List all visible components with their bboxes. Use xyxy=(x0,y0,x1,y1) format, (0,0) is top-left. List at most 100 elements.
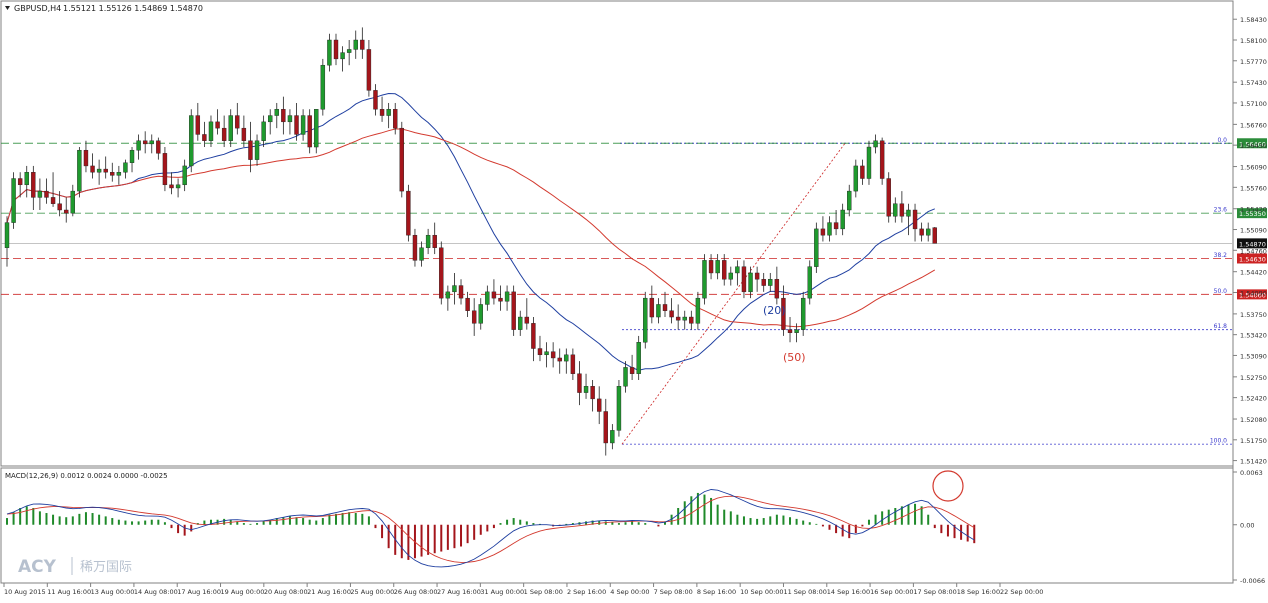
fib-price-tag xyxy=(1237,253,1267,264)
candle-body xyxy=(741,266,747,293)
candle-body xyxy=(373,90,378,110)
candle xyxy=(669,298,674,324)
candle-body xyxy=(64,209,69,214)
time-tick-label: 17 Sep 08:00 xyxy=(913,588,956,596)
candle-body xyxy=(643,297,648,343)
candle-body xyxy=(866,146,872,179)
candle-body xyxy=(491,291,497,299)
candle xyxy=(708,254,714,280)
candle xyxy=(44,178,49,204)
candle-body xyxy=(702,260,707,299)
candle xyxy=(583,373,589,399)
candle-body xyxy=(682,316,687,321)
macd-tick-label: -0.0066 xyxy=(1240,577,1265,585)
candle xyxy=(564,348,569,374)
candle-body xyxy=(320,64,326,110)
fib-price-tag xyxy=(1237,138,1267,149)
candle xyxy=(439,241,444,305)
candle xyxy=(373,84,378,116)
menu-triangle-icon[interactable] xyxy=(5,6,10,10)
candle xyxy=(50,172,56,207)
candle xyxy=(754,266,760,292)
price-tick-label: 1.53750 xyxy=(1240,311,1267,319)
candle xyxy=(241,115,247,148)
candle-body xyxy=(458,285,464,299)
candle xyxy=(123,159,128,179)
moving-averages xyxy=(6,92,936,371)
candle xyxy=(853,159,859,198)
candle xyxy=(175,178,181,198)
candle-body xyxy=(327,39,332,66)
candle xyxy=(136,134,141,160)
price-tick-label: 1.57100 xyxy=(1240,100,1267,108)
watermark-cn: 稀万国际 xyxy=(80,560,132,575)
candle-body xyxy=(629,367,635,374)
candle-body xyxy=(307,115,312,148)
candle xyxy=(781,285,786,336)
candle-body xyxy=(195,115,201,135)
candle-body xyxy=(116,172,122,176)
macd-header: MACD(12,26,9) 0.0012 0.0024 0.0000 -0.00… xyxy=(5,472,168,480)
candle-body xyxy=(886,178,891,217)
candle-body xyxy=(57,203,62,211)
candle xyxy=(695,291,701,330)
time-tick-label: 11 Aug 16:00 xyxy=(47,588,91,596)
candle xyxy=(202,121,207,148)
candle-body xyxy=(912,209,918,230)
candle-body xyxy=(425,234,431,248)
time-tick-label: 20 Aug 08:00 xyxy=(264,588,308,596)
candle xyxy=(879,137,885,185)
candle-body xyxy=(360,39,365,50)
candle xyxy=(768,272,773,292)
candle-body xyxy=(24,172,29,186)
candle-body xyxy=(103,168,108,173)
candle-body xyxy=(366,49,372,91)
candle xyxy=(518,310,523,336)
candle-body xyxy=(37,190,43,198)
candle-body xyxy=(261,121,266,141)
price-tick-label: 1.57430 xyxy=(1240,79,1267,87)
candle-body xyxy=(439,247,444,299)
fib-level-label: 61.8 xyxy=(1214,323,1228,330)
candle xyxy=(235,102,240,135)
candle xyxy=(899,191,905,223)
candle-body xyxy=(452,285,457,293)
current-price-tag xyxy=(1237,238,1267,249)
candle-body xyxy=(518,316,523,330)
candle-body xyxy=(294,115,299,135)
candle xyxy=(90,153,95,179)
candle-body xyxy=(17,178,23,186)
candle-body xyxy=(814,228,819,267)
fib-trendline xyxy=(621,143,846,445)
symbol-header: GBPUSD,H4 1.55121 1.55126 1.54869 1.5487… xyxy=(5,4,203,13)
candle-body xyxy=(189,115,194,167)
candle xyxy=(577,361,582,406)
candle-body xyxy=(524,316,530,324)
candle xyxy=(570,348,576,380)
candle xyxy=(419,241,424,267)
candle-body xyxy=(471,310,477,324)
candle xyxy=(550,342,556,368)
candle xyxy=(800,291,806,336)
candle-body xyxy=(300,115,306,135)
candle xyxy=(873,134,878,154)
candle-body xyxy=(340,52,345,60)
candle-body xyxy=(50,197,56,204)
candle-body xyxy=(590,386,595,400)
candle xyxy=(386,102,391,129)
candle-body xyxy=(781,297,786,330)
candle-body xyxy=(406,190,411,236)
candle xyxy=(524,298,530,330)
candle xyxy=(268,109,273,135)
candle xyxy=(425,228,431,255)
candle-body xyxy=(610,430,615,444)
time-axis: 10 Aug 2015 11 Aug 16:00 13 Aug 00:00 14 Au… xyxy=(3,583,1043,596)
candles xyxy=(4,27,937,456)
candle xyxy=(393,102,398,135)
candle-body xyxy=(498,297,503,302)
candle xyxy=(504,285,510,311)
candle-body xyxy=(820,228,826,236)
candle xyxy=(37,178,43,210)
candle-body xyxy=(162,153,168,186)
candle xyxy=(926,222,931,242)
